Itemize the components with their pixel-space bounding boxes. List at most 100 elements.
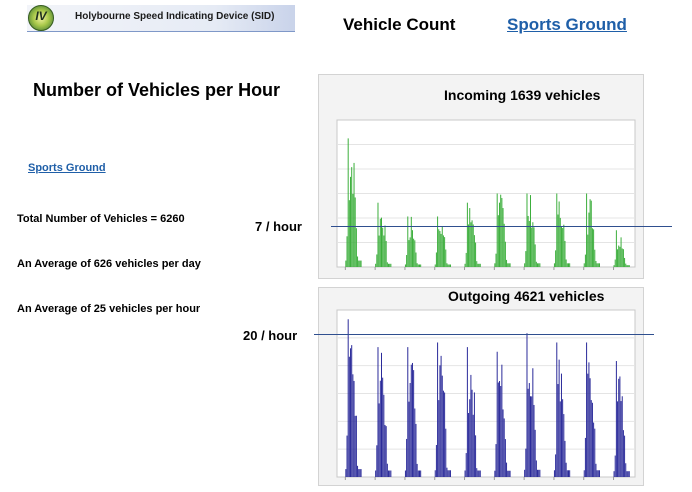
hourly-bar — [345, 260, 347, 267]
hourly-bar — [567, 263, 569, 267]
hourly-bar — [345, 469, 347, 477]
hourly-bar — [441, 375, 443, 477]
hourly-bar — [583, 470, 585, 477]
hourly-bar — [509, 470, 511, 477]
hourly-bar — [347, 319, 349, 477]
hourly-bar — [525, 448, 527, 477]
hourly-bar — [390, 470, 392, 477]
hourly-bar — [382, 227, 384, 267]
hourly-bar — [465, 252, 467, 267]
hourly-bar — [593, 422, 595, 477]
hourly-bar — [527, 388, 529, 477]
hourly-bar — [627, 265, 629, 267]
hourly-bar — [625, 463, 627, 477]
hourly-bar — [539, 469, 541, 477]
average-per-day-stat: An Average of 626 vehicles per day — [17, 258, 201, 270]
hourly-bar — [596, 470, 598, 477]
hourly-bar — [497, 382, 499, 477]
sports-ground-location-link[interactable]: Sports Ground — [28, 162, 106, 174]
hourly-bar — [466, 347, 468, 477]
hourly-bar — [449, 470, 451, 477]
hourly-bar — [591, 402, 593, 477]
hourly-bar — [594, 249, 596, 267]
hourly-bar — [586, 193, 588, 267]
hourly-bar — [496, 193, 498, 267]
incoming-chart-frame — [318, 74, 644, 279]
hourly-bar — [507, 470, 509, 477]
hourly-bar — [624, 257, 626, 267]
hourly-bar — [504, 241, 506, 267]
hourly-bar — [442, 235, 444, 267]
hourly-bar — [468, 224, 470, 267]
hourly-bar — [435, 444, 437, 477]
hourly-bar — [469, 399, 471, 477]
hourly-bar — [524, 469, 526, 477]
hourly-bar — [628, 471, 630, 477]
hourly-bar — [358, 469, 360, 477]
hourly-bar — [360, 260, 362, 267]
hourly-bar — [563, 414, 565, 477]
sports-ground-nav-link[interactable]: Sports Ground — [507, 15, 627, 34]
hourly-bar — [409, 383, 411, 477]
hourly-bar — [504, 439, 506, 477]
hourly-bar — [538, 469, 540, 477]
hourly-bar — [527, 215, 529, 267]
hourly-bar — [556, 193, 558, 267]
hourly-bar — [442, 390, 444, 477]
hourly-bar — [475, 242, 477, 267]
hourly-bar — [471, 220, 473, 267]
hourly-bar — [350, 348, 352, 477]
hourly-bar — [346, 435, 348, 477]
hourly-bar — [535, 261, 537, 267]
hourly-bar — [537, 469, 539, 477]
hourly-bar — [406, 438, 408, 477]
hourly-bar — [531, 396, 533, 477]
hourly-bar — [384, 225, 386, 267]
outgoing-reference-line — [314, 334, 654, 335]
hourly-bar — [587, 234, 589, 267]
hourly-bar — [434, 264, 436, 267]
hourly-bar — [553, 470, 555, 477]
hourly-bar — [499, 381, 501, 477]
incoming-chart-title: Incoming 1639 vehicles — [444, 87, 601, 103]
hourly-bar — [466, 202, 468, 267]
hourly-bar — [434, 470, 436, 477]
hourly-bar — [351, 345, 353, 477]
hourly-bar — [414, 408, 416, 477]
hourly-bar — [420, 470, 422, 477]
hourly-bar — [500, 385, 502, 477]
hourly-bar — [386, 262, 388, 267]
hourly-bar — [449, 264, 451, 267]
hourly-bar — [441, 226, 443, 267]
hourly-bar — [621, 396, 623, 477]
hourly-bar — [508, 263, 510, 267]
hourly-bar — [389, 470, 391, 477]
hourly-bar — [559, 217, 561, 267]
outgoing-chart-title: Outgoing 4621 vehicles — [448, 288, 605, 304]
hourly-bar — [560, 373, 562, 477]
hourly-bar — [618, 245, 620, 267]
hourly-bar — [414, 240, 416, 267]
hourly-bar — [624, 435, 626, 477]
hourly-bar — [569, 263, 571, 267]
hourly-bar — [529, 195, 531, 267]
hourly-bar — [408, 401, 410, 477]
hourly-bar — [415, 423, 417, 477]
hourly-bar — [614, 455, 616, 477]
hourly-bar — [525, 251, 527, 267]
hourly-bar — [478, 470, 480, 477]
hourly-bar — [626, 471, 628, 477]
hourly-bar — [378, 235, 380, 267]
hourly-bar — [355, 415, 357, 477]
hourly-bar — [529, 396, 531, 477]
hourly-bar — [384, 424, 386, 477]
hourly-bar — [448, 470, 450, 477]
hourly-bar — [584, 437, 586, 477]
hourly-bar — [354, 197, 356, 267]
hourly-bar — [499, 202, 501, 267]
hourly-bar — [626, 265, 628, 267]
average-per-hour-stat: An Average of 25 vehicles per hour — [17, 303, 201, 315]
hourly-bar — [472, 414, 474, 477]
hourly-bar — [564, 240, 566, 267]
hourly-bar — [597, 470, 599, 477]
